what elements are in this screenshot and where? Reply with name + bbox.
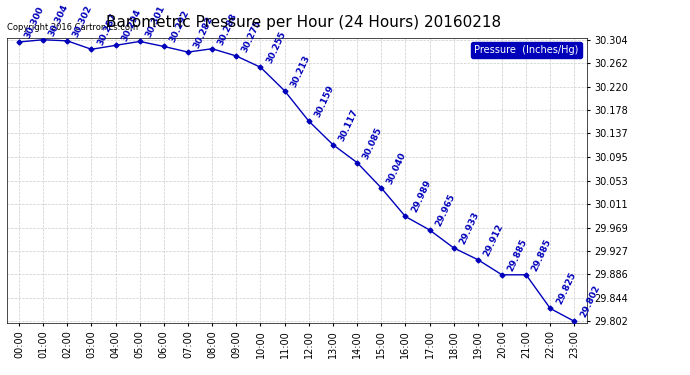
Pressure  (Inches/Hg): [450, 246, 458, 250]
Text: Barometric Pressure per Hour (24 Hours) 20160218: Barometric Pressure per Hour (24 Hours) …: [106, 15, 501, 30]
Pressure  (Inches/Hg): [377, 186, 385, 190]
Pressure  (Inches/Hg): [353, 160, 362, 165]
Pressure  (Inches/Hg): [329, 142, 337, 147]
Text: 30.255: 30.255: [265, 30, 287, 65]
Text: 29.912: 29.912: [482, 222, 505, 258]
Text: 30.301: 30.301: [144, 4, 166, 39]
Pressure  (Inches/Hg): [402, 214, 410, 219]
Pressure  (Inches/Hg): [208, 46, 217, 51]
Pressure  (Inches/Hg): [522, 273, 530, 277]
Text: 30.287: 30.287: [96, 12, 119, 47]
Pressure  (Inches/Hg): [570, 319, 578, 324]
Pressure  (Inches/Hg): [473, 257, 482, 262]
Pressure  (Inches/Hg): [546, 306, 555, 311]
Text: 30.159: 30.159: [313, 84, 336, 119]
Pressure  (Inches/Hg): [257, 65, 265, 69]
Pressure  (Inches/Hg): [63, 39, 72, 43]
Pressure  (Inches/Hg): [280, 88, 288, 93]
Pressure  (Inches/Hg): [135, 39, 144, 44]
Text: 30.302: 30.302: [72, 4, 94, 39]
Text: 29.933: 29.933: [458, 210, 481, 246]
Legend: Pressure  (Inches/Hg): Pressure (Inches/Hg): [471, 42, 582, 58]
Text: 30.275: 30.275: [241, 19, 264, 54]
Text: 29.825: 29.825: [555, 271, 578, 306]
Text: 29.802: 29.802: [579, 284, 602, 319]
Text: 29.965: 29.965: [434, 192, 457, 228]
Text: 30.288: 30.288: [217, 12, 239, 46]
Pressure  (Inches/Hg): [184, 50, 192, 54]
Pressure  (Inches/Hg): [15, 40, 23, 44]
Text: 30.085: 30.085: [362, 126, 384, 160]
Text: 30.117: 30.117: [337, 107, 360, 142]
Line: Pressure  (Inches/Hg): Pressure (Inches/Hg): [17, 38, 576, 323]
Pressure  (Inches/Hg): [304, 119, 313, 123]
Text: 30.300: 30.300: [23, 5, 46, 40]
Text: 29.885: 29.885: [531, 237, 553, 273]
Pressure  (Inches/Hg): [425, 228, 433, 232]
Pressure  (Inches/Hg): [111, 43, 120, 48]
Pressure  (Inches/Hg): [498, 273, 506, 277]
Pressure  (Inches/Hg): [232, 54, 240, 58]
Text: 29.885: 29.885: [506, 237, 529, 273]
Text: Copyright 2016 Cartronics.com: Copyright 2016 Cartronics.com: [7, 23, 138, 32]
Text: 30.304: 30.304: [48, 3, 70, 38]
Pressure  (Inches/Hg): [87, 47, 95, 51]
Text: 30.040: 30.040: [386, 151, 408, 186]
Pressure  (Inches/Hg): [159, 44, 168, 49]
Text: 30.294: 30.294: [120, 8, 143, 43]
Text: 30.282: 30.282: [193, 15, 215, 50]
Text: 30.292: 30.292: [168, 9, 191, 44]
Pressure  (Inches/Hg): [39, 38, 47, 42]
Text: 30.213: 30.213: [289, 54, 311, 88]
Text: 29.989: 29.989: [410, 179, 433, 214]
